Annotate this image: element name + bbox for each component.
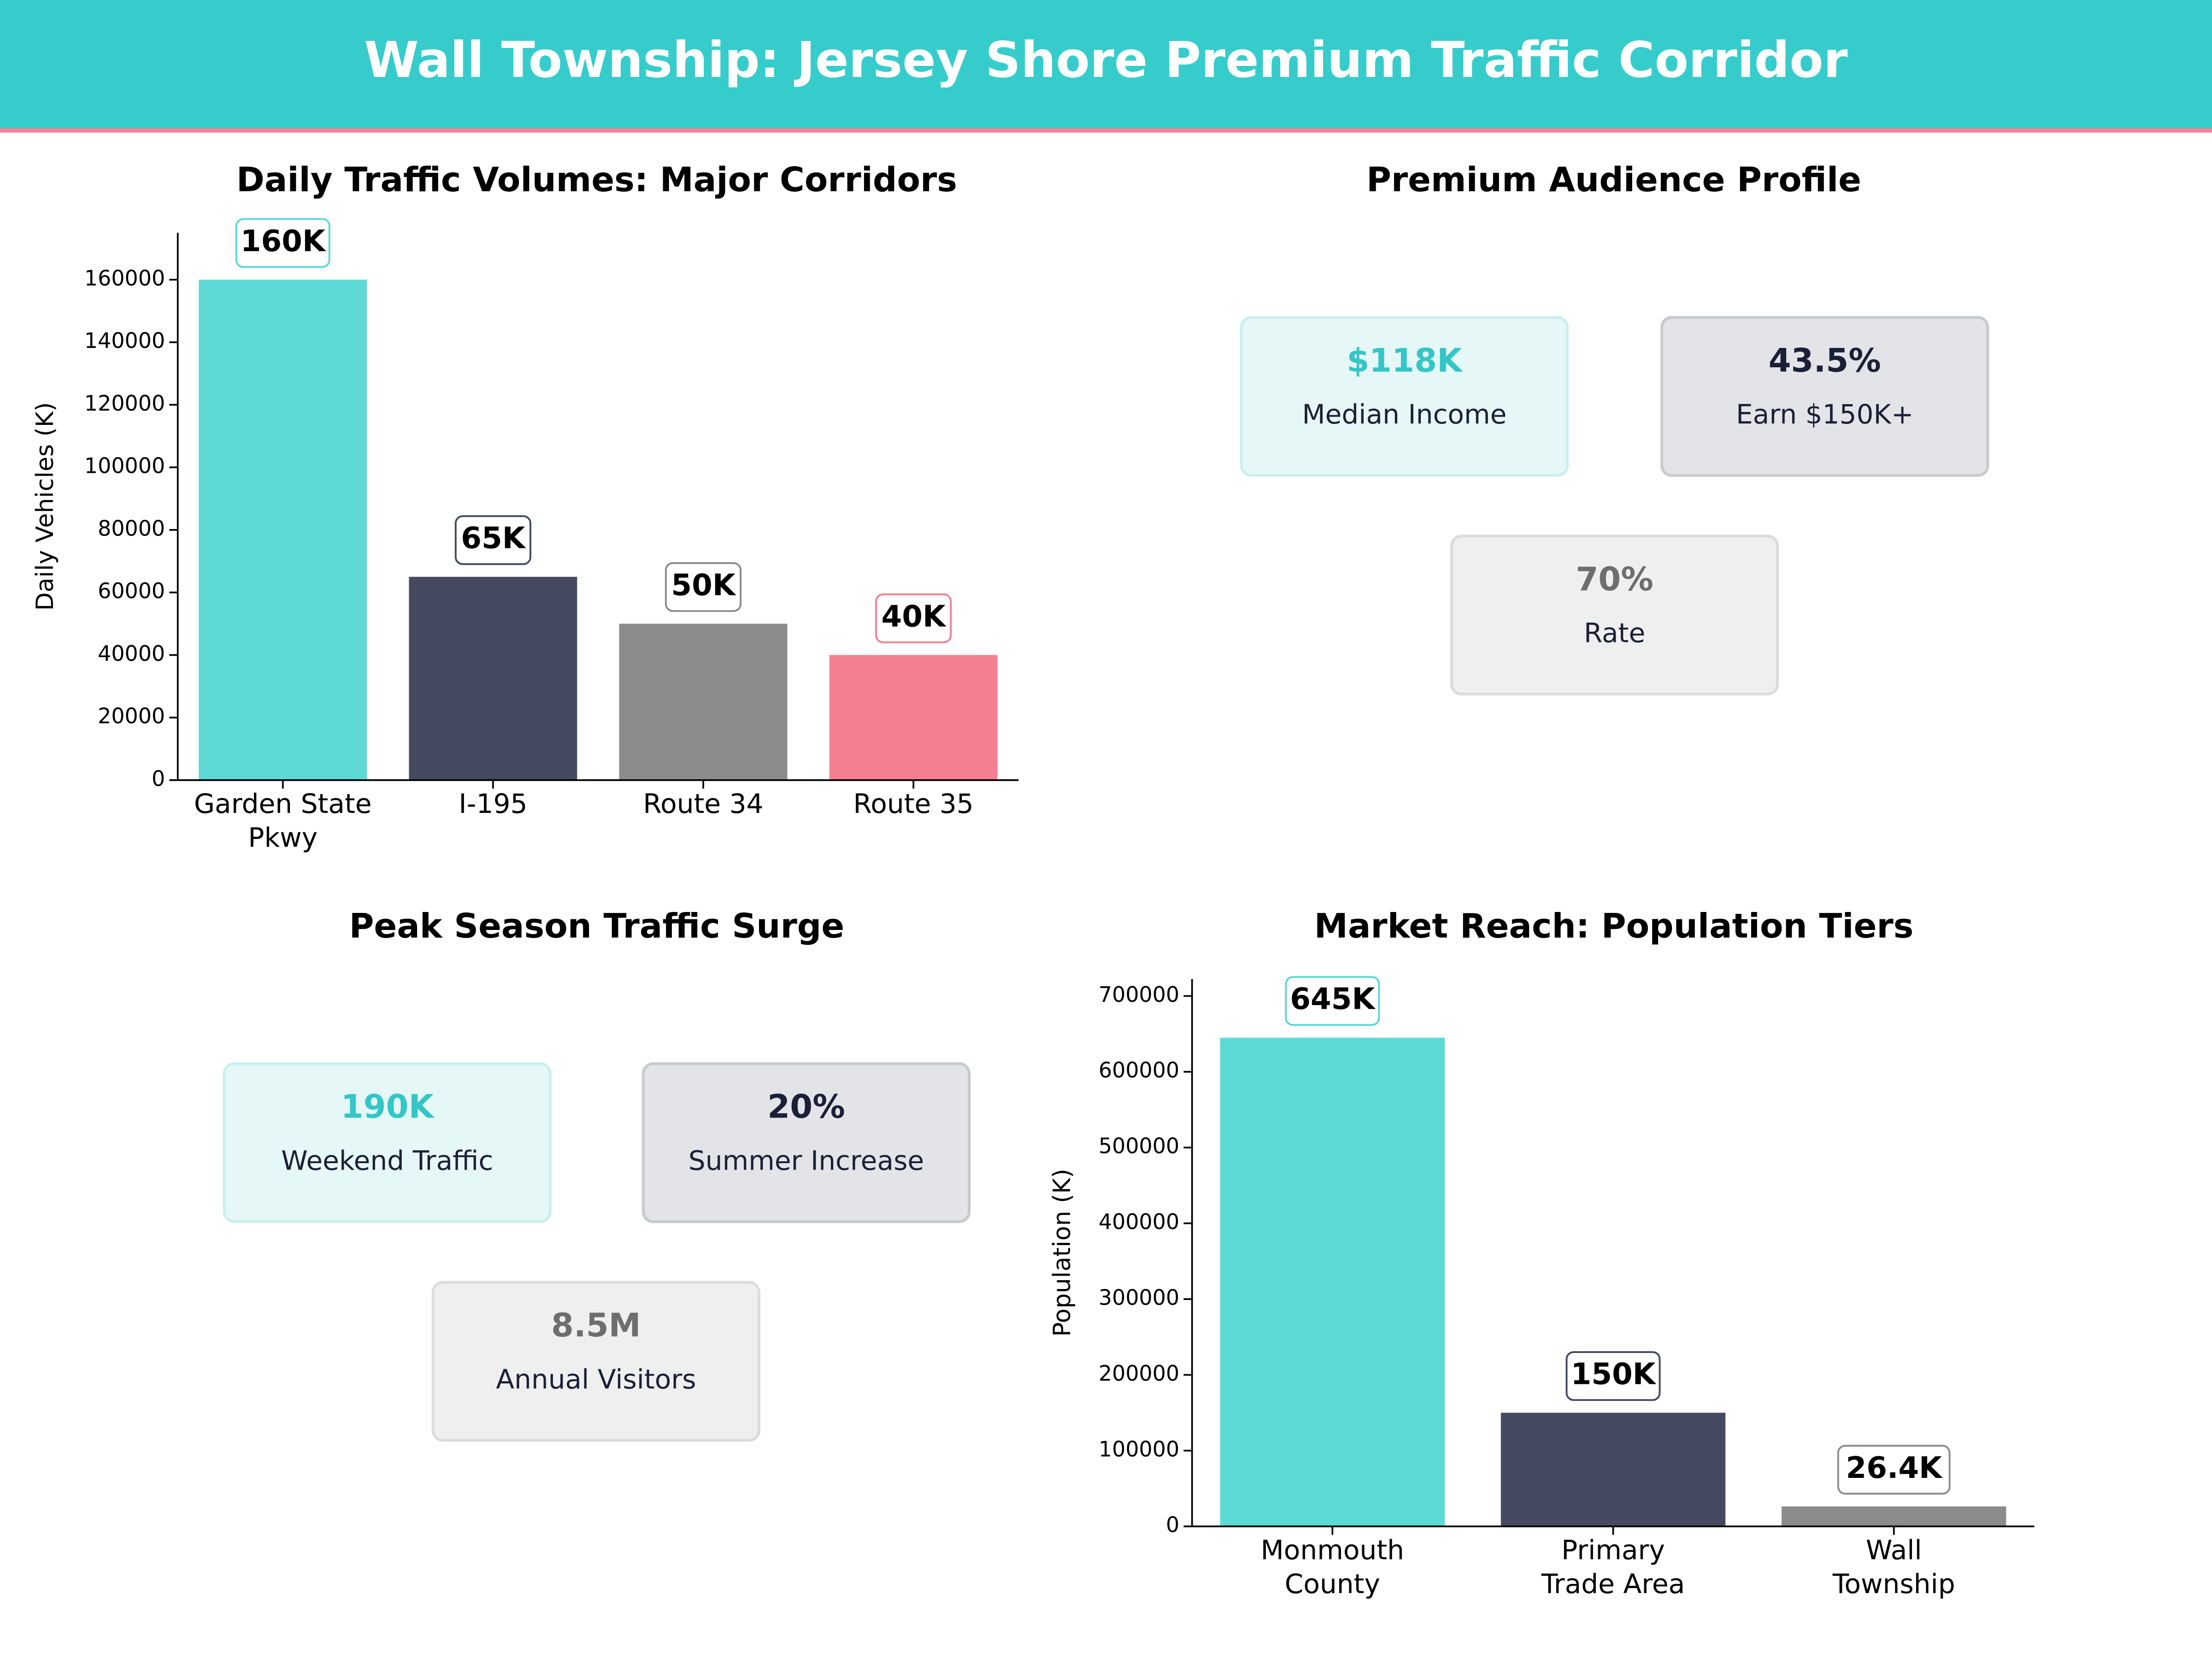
y-tick-label: 700000 — [1099, 982, 1179, 1007]
x-tick-label: Garden State Pkwy — [194, 788, 372, 853]
value-label-box — [1837, 1445, 1951, 1495]
y-tick-label: 100000 — [1099, 1436, 1179, 1461]
stat-value: 190K — [341, 1088, 435, 1126]
value-label-box — [454, 515, 532, 565]
x-tick-label: I-195 — [459, 788, 527, 819]
value-label: 40K — [882, 599, 947, 634]
y-tick-label: 0 — [152, 766, 165, 791]
y-tick-label: 400000 — [1099, 1209, 1179, 1234]
stat-label: Rate — [1584, 618, 1645, 649]
x-tick-label: Wall Township — [1832, 1534, 1955, 1599]
y-tick-label: 100000 — [84, 453, 165, 478]
panel-title: Premium Audience Profile — [1366, 160, 1861, 200]
bar — [199, 279, 367, 780]
y-axis-label: Daily Vehicles (K) — [31, 402, 59, 611]
value-label-box — [1285, 976, 1380, 1026]
bar — [1782, 1506, 2006, 1527]
bar — [409, 577, 577, 780]
page-title: Wall Township: Jersey Shore Premium Traf… — [364, 32, 1847, 89]
value-label: 150K — [1571, 1357, 1657, 1392]
bar — [829, 655, 998, 780]
stat-value: 8.5M — [551, 1306, 641, 1344]
stat-label: Summer Increase — [688, 1145, 924, 1177]
y-tick-label: 300000 — [1099, 1285, 1179, 1310]
stat-card — [1450, 535, 1779, 696]
y-tick-label: 40000 — [98, 641, 165, 666]
value-label: 160K — [241, 224, 326, 259]
y-tick-label: 0 — [1166, 1512, 1179, 1537]
bar — [1220, 1037, 1445, 1527]
value-label: 645K — [1290, 982, 1376, 1017]
value-label-box — [875, 593, 952, 643]
value-label-box — [665, 562, 742, 612]
stat-card — [1660, 316, 1989, 477]
panel-title: Peak Season Traffic Surge — [349, 906, 845, 946]
y-tick-label: 600000 — [1099, 1058, 1179, 1082]
x-tick-label: Monmouth County — [1261, 1534, 1404, 1599]
x-tick-label: Route 34 — [643, 788, 763, 819]
stat-card — [1240, 316, 1569, 477]
y-axis-label: Population (K) — [1048, 1169, 1076, 1337]
y-tick-label: 500000 — [1099, 1134, 1179, 1159]
stat-label: Weekend Traffic — [281, 1145, 493, 1177]
bar — [1500, 1412, 1726, 1527]
stat-value: 70% — [1576, 560, 1653, 598]
chart-title: Daily Traffic Volumes: Major Corridors — [236, 160, 957, 200]
stat-label: Earn $150K+ — [1736, 399, 1913, 430]
y-tick-label: 160000 — [84, 265, 165, 290]
header-rule — [0, 128, 2212, 133]
y-tick-label: 200000 — [1099, 1361, 1179, 1386]
chart-title: Market Reach: Population Tiers — [1314, 906, 1914, 946]
value-label: 26.4K — [1846, 1451, 1943, 1485]
value-label-box — [235, 218, 330, 268]
stat-label: Median Income — [1302, 399, 1506, 430]
value-label: 65K — [461, 521, 526, 556]
y-tick-label: 60000 — [98, 578, 165, 603]
bar — [619, 624, 788, 780]
stat-value: 43.5% — [1769, 341, 1881, 379]
x-tick-label: Primary Trade Area — [1541, 1534, 1685, 1599]
y-tick-label: 140000 — [84, 328, 165, 353]
stat-value: $118K — [1347, 341, 1463, 379]
header-band — [0, 0, 2212, 130]
y-tick-label: 20000 — [98, 704, 165, 729]
stat-value: 20% — [767, 1088, 845, 1126]
value-label: 50K — [671, 568, 736, 602]
x-tick-label: Route 35 — [853, 788, 973, 819]
y-tick-label: 80000 — [98, 516, 165, 541]
stat-card — [431, 1281, 760, 1442]
value-label-box — [1565, 1351, 1661, 1401]
stat-card — [223, 1062, 552, 1224]
stat-label: Annual Visitors — [496, 1364, 696, 1395]
stat-card — [641, 1062, 971, 1224]
y-tick-label: 120000 — [84, 391, 165, 416]
